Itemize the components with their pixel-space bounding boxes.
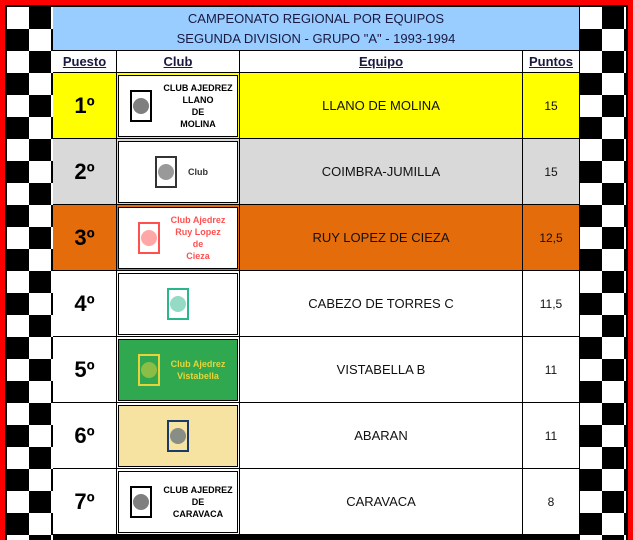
team-name-cell: ABARAN — [240, 403, 522, 468]
team-name-cell: RUY LOPEZ DE CIEZA — [240, 205, 522, 270]
table-row: 6º ABARAN 11 — [53, 403, 579, 468]
points-cell: 8 — [523, 469, 579, 534]
table-title: CAMPEONATO REGIONAL POR EQUIPOS SEGUNDA … — [53, 7, 579, 50]
checkered-border-left — [7, 7, 53, 540]
knight-icon — [148, 147, 184, 197]
logo-text-line: MOLINA — [180, 118, 216, 129]
position-cell: 2º — [53, 139, 116, 204]
team-name-cell: CABEZO DE TORRES C — [240, 271, 522, 336]
table-row: 7º CLUB AJEDREZ DE CARAVACA CARAVACA 8 — [53, 469, 579, 534]
points-cell: 15 — [523, 73, 579, 138]
shield-icon — [123, 477, 159, 527]
logo-text-line: DE — [191, 106, 205, 117]
team-name-cell: COIMBRA-JUMILLA — [240, 139, 522, 204]
team-name-cell: VISTABELLA B — [240, 337, 522, 402]
logo-text-line: CLUB AJEDREZ — [163, 82, 233, 93]
club-logo: CLUB AJEDREZ LLANO DE MOLINA — [118, 74, 238, 137]
points-cell: 11 — [523, 403, 579, 468]
header-club: Club — [117, 51, 239, 72]
position-cell: 1º — [53, 73, 116, 138]
club-logo: CLUB AJEDREZ DE CARAVACA — [118, 470, 238, 533]
club-cell: Club Ajedrez Vistabella — [117, 337, 239, 402]
club-cell: CLUB AJEDREZ DE CARAVACA — [117, 469, 239, 534]
logo-text-line: Club Ajedrez — [170, 214, 226, 225]
club-cell — [117, 403, 239, 468]
club-logo — [118, 404, 238, 467]
position-cell: 5º — [53, 337, 116, 402]
tower-icon — [131, 213, 167, 263]
logo-text-line: CARAVACA — [172, 508, 224, 519]
points-cell: 11,5 — [523, 271, 579, 336]
position-cell: 6º — [53, 403, 116, 468]
king-chessboard-icon — [160, 279, 196, 329]
points-cell: 11 — [523, 337, 579, 402]
position-cell: 3º — [53, 205, 116, 270]
title-line-1: CAMPEONATO REGIONAL POR EQUIPOS — [187, 11, 445, 26]
round-emblem-icon — [160, 411, 196, 461]
team-name-cell: LLANO DE MOLINA — [240, 73, 522, 138]
header-puntos: Puntos — [523, 51, 579, 72]
logo-text-line: Cieza — [186, 250, 210, 261]
team-name-cell: CARAVACA — [240, 469, 522, 534]
logo-text-line: DE — [191, 496, 205, 507]
logo-text-line: CLUB AJEDREZ — [163, 484, 233, 495]
club-logo: Club Ajedrez Ruy Lopez de Cieza — [118, 206, 238, 269]
logo-text-line: Club Ajedrez — [170, 358, 226, 369]
logo-text-line: Vistabella — [177, 370, 219, 381]
club-logo-text: Club Ajedrez Vistabella — [171, 358, 226, 382]
checkered-border-right — [580, 7, 626, 540]
club-cell: Club — [117, 139, 239, 204]
points-cell: 15 — [523, 139, 579, 204]
logo-text-line: LLANO — [182, 94, 214, 105]
table-row: 2º Club COIMBRA-JUMILLA 15 — [53, 139, 579, 204]
logo-text-line: Ruy Lopez — [175, 226, 221, 237]
position-cell: 7º — [53, 469, 116, 534]
chessboard-diamond-icon — [123, 81, 159, 131]
club-logo-text: CLUB AJEDREZ DE CARAVACA — [163, 484, 232, 520]
table-row: 1º CLUB AJEDREZ LLANO DE MOLINA LLANO DE MOLI… — [53, 73, 579, 138]
club-cell — [117, 271, 239, 336]
club-logo: Club — [118, 140, 238, 203]
club-cell: Club Ajedrez Ruy Lopez de Cieza — [117, 205, 239, 270]
club-logo-text: CLUB AJEDREZ LLANO DE MOLINA — [163, 82, 232, 130]
header-equipo: Equipo — [240, 51, 522, 72]
club-cell: CLUB AJEDREZ LLANO DE MOLINA — [117, 73, 239, 138]
table-row: 3º Club Ajedrez Ruy Lopez de Cieza RUY LOPEZ … — [53, 205, 579, 270]
table-row: 4º CABEZO DE TORRES C 11,5 — [53, 271, 579, 336]
title-line-2: SEGUNDA DIVISION - GRUPO "A" - 1993-1994 — [176, 31, 456, 46]
standings-table: CAMPEONATO REGIONAL POR EQUIPOS SEGUNDA … — [53, 7, 579, 540]
logo-text-line: de — [192, 238, 204, 249]
logo-text-line: Club — [188, 166, 208, 177]
club-logo-text: Club — [188, 166, 208, 178]
club-logo — [118, 272, 238, 335]
points-cell: 12,5 — [523, 205, 579, 270]
header-puesto: Puesto — [53, 51, 116, 72]
club-logo: Club Ajedrez Vistabella — [118, 338, 238, 401]
table-row: 5º Club Ajedrez Vistabella VISTABELLA B 11 — [53, 337, 579, 402]
position-cell: 4º — [53, 271, 116, 336]
club-logo-text: Club Ajedrez Ruy Lopez de Cieza — [171, 214, 226, 262]
crest-icon — [131, 345, 167, 395]
